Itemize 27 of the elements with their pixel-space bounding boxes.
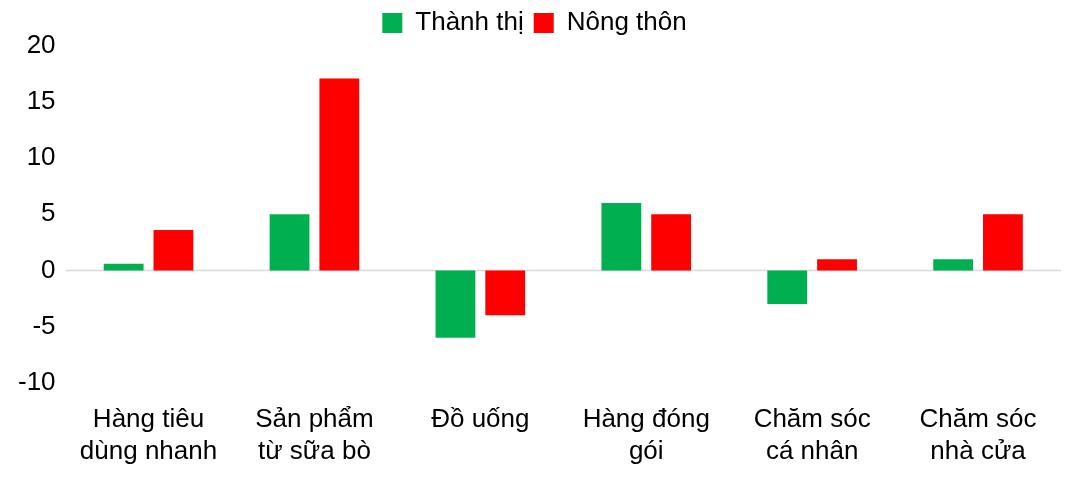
bar	[435, 270, 476, 338]
y-tick-label: 10	[26, 141, 56, 172]
x-tick-label: Đồ uống	[431, 403, 530, 434]
y-tick-label: 20	[26, 29, 56, 60]
y-tick-label: -10	[18, 365, 56, 396]
bar	[767, 270, 808, 305]
y-tick-label: -5	[32, 309, 56, 340]
bar	[601, 203, 642, 271]
bar	[103, 263, 144, 271]
bar	[269, 214, 310, 271]
y-tick-label: 5	[41, 197, 56, 228]
x-tick-label: Chăm sóc nhà cửa	[919, 403, 1037, 465]
bar	[485, 270, 526, 316]
bar	[651, 214, 692, 271]
x-tick-label: Hàng tiêu dùng nhanh	[79, 403, 218, 465]
x-tick-label: Chăm sóc cá nhân	[753, 403, 871, 465]
legend-label: Thành thị	[415, 6, 524, 37]
x-tick-label: Hàng đóng gói	[582, 403, 710, 465]
bar	[817, 259, 857, 271]
bar	[983, 214, 1023, 271]
bar	[319, 78, 360, 271]
bar	[933, 259, 974, 271]
y-tick-label: 15	[26, 85, 56, 116]
legend-label: Nông thôn	[566, 6, 687, 37]
x-tick-label: Sản phẩm từ sữa bò	[255, 403, 374, 465]
y-tick-label: 0	[41, 253, 56, 284]
bar	[153, 230, 194, 271]
